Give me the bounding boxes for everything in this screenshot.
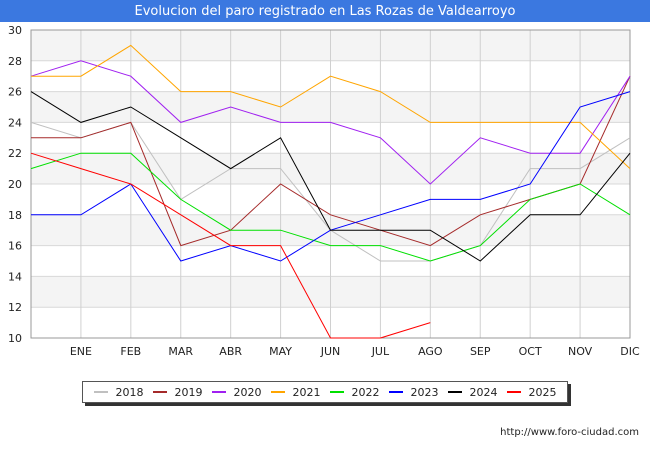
- source-credit: http://www.foro-ciudad.com: [500, 427, 639, 438]
- legend-label: 2021: [292, 385, 321, 399]
- x-tick-label: MAR: [168, 345, 193, 358]
- legend-item-2018: 2018: [93, 385, 144, 399]
- legend-label: 2020: [233, 385, 262, 399]
- legend-swatch: [388, 391, 403, 393]
- legend-swatch: [93, 391, 108, 393]
- legend-label: 2022: [351, 385, 380, 399]
- x-tick-label: JUL: [371, 345, 390, 358]
- legend-item-2022: 2022: [329, 385, 380, 399]
- legend-item-2020: 2020: [211, 385, 262, 399]
- legend-label: 2018: [115, 385, 144, 399]
- y-tick-label: 20: [8, 178, 22, 191]
- series-line-2021: [31, 44, 631, 169]
- legend-item-2025: 2025: [506, 385, 557, 399]
- legend-swatch: [211, 391, 226, 393]
- y-tick-label: 22: [8, 147, 22, 160]
- legend-swatch: [329, 391, 344, 393]
- legend-swatch: [152, 391, 167, 393]
- y-tick-label: 16: [8, 240, 22, 253]
- x-tick-label: SEP: [470, 345, 491, 358]
- legend-swatch: [270, 391, 285, 393]
- x-tick-label: JUN: [320, 345, 341, 358]
- x-tick-label: ABR: [219, 345, 242, 358]
- x-tick-label: OCT: [519, 345, 542, 358]
- legend-swatch: [447, 391, 462, 393]
- legend-swatch: [506, 391, 521, 393]
- y-tick-labels: 10 12 14 16 18 20 22 24 26 28 30: [8, 24, 22, 345]
- legend-label: 2023: [410, 385, 439, 399]
- legend-item-2024: 2024: [447, 385, 498, 399]
- series-line-2024: [30, 91, 631, 262]
- y-tick-label: 10: [8, 332, 22, 345]
- y-tick-label: 14: [8, 270, 22, 283]
- legend-label: 2024: [469, 385, 498, 399]
- series-lines: [30, 44, 631, 339]
- legend-item-2023: 2023: [388, 385, 439, 399]
- x-tick-label: AGO: [418, 345, 443, 358]
- series-line-2020: [30, 60, 631, 185]
- y-tick-label: 28: [8, 55, 22, 68]
- series-line-2025: [30, 152, 431, 339]
- legend-item-2021: 2021: [270, 385, 321, 399]
- x-tick-label: FEB: [120, 345, 141, 358]
- y-tick-label: 24: [8, 116, 22, 129]
- y-tick-label: 26: [8, 86, 22, 99]
- y-tick-label: 12: [8, 301, 22, 314]
- series-line-2022: [30, 152, 631, 262]
- x-tick-labels: ENE FEB MAR ABR MAY JUN JUL AGO SEP OCT NOV DIC: [70, 345, 640, 358]
- legend-label: 2025: [528, 385, 557, 399]
- x-tick-label: DIC: [620, 345, 640, 358]
- x-tick-label: MAY: [269, 345, 292, 358]
- x-tick-label: NOV: [568, 345, 593, 358]
- x-tick-label: ENE: [70, 345, 92, 358]
- y-tick-label: 30: [8, 24, 22, 37]
- legend: 2018 2019 2020 2021 2022 2023 2024 2025: [82, 381, 568, 403]
- legend-label: 2019: [174, 385, 203, 399]
- legend-item-2019: 2019: [152, 385, 203, 399]
- y-tick-label: 18: [8, 209, 22, 222]
- chart-title: Evolucion del paro registrado en Las Roz…: [0, 0, 650, 22]
